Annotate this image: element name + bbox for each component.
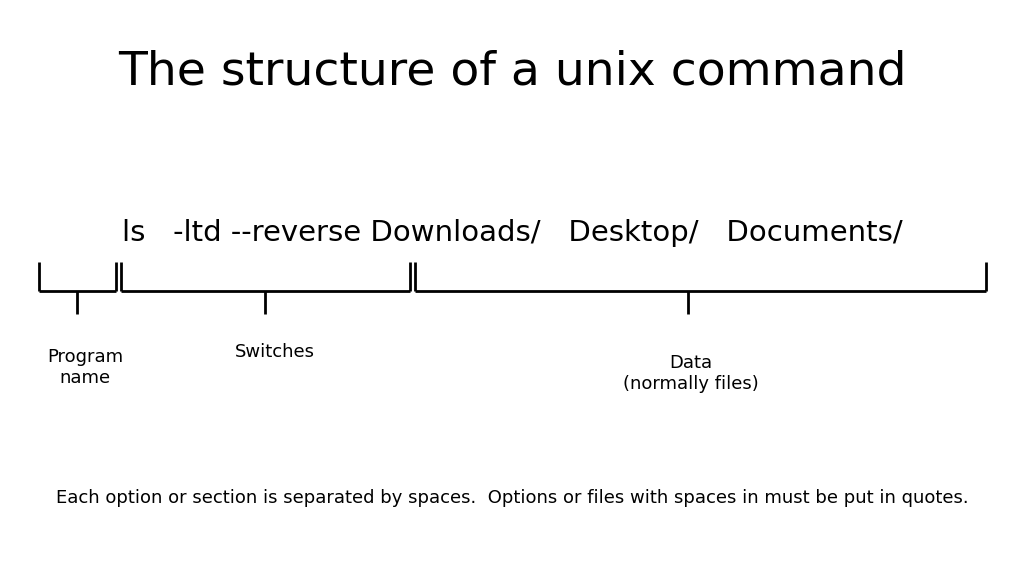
Text: Each option or section is separated by spaces.  Options or files with spaces in : Each option or section is separated by s… — [55, 489, 969, 507]
Text: Data
(normally files): Data (normally files) — [624, 354, 759, 393]
Text: ls   -ltd --reverse Downloads/   Desktop/   Documents/: ls -ltd --reverse Downloads/ Desktop/ Do… — [122, 219, 902, 247]
Text: The structure of a unix command: The structure of a unix command — [118, 50, 906, 94]
Text: Program
name: Program name — [47, 348, 123, 387]
Text: Switches: Switches — [234, 343, 314, 361]
